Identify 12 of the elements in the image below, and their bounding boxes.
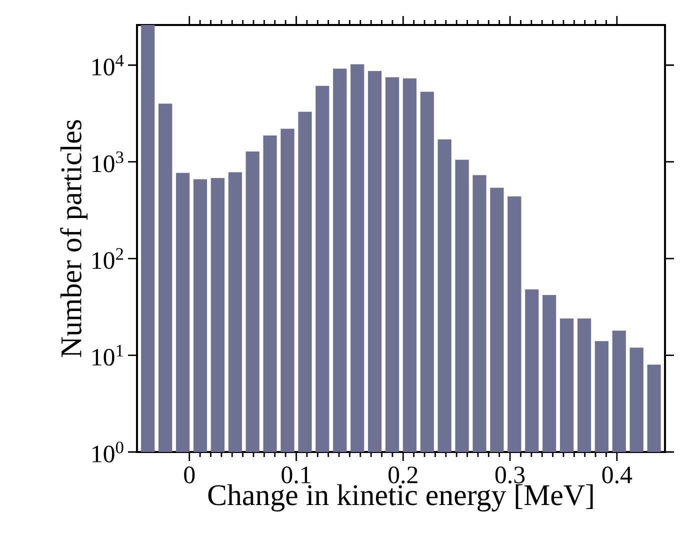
- y-tick-label: 10$^{4}$: [92, 54, 124, 76]
- y-tick-label: 10$^{2}$: [92, 248, 124, 269]
- y-tick-label: 10$^{0}$: [92, 442, 124, 462]
- y-tick-label: 10$^{3}$: [92, 151, 124, 172]
- x-tick-label: 0: [184, 466, 195, 484]
- x-axis-title: Change in kinetic energy [MeV]: [208, 484, 593, 512]
- x-tick-label: 0.3: [495, 466, 525, 484]
- y-tick-label: 10$^{1}$: [92, 344, 123, 366]
- y-axis-title: Number of particles: [60, 120, 88, 358]
- x-tick-label: 0.2: [388, 466, 418, 484]
- x-tick-label: 0.4: [602, 466, 632, 484]
- x-tick-label: 0.1: [282, 466, 310, 484]
